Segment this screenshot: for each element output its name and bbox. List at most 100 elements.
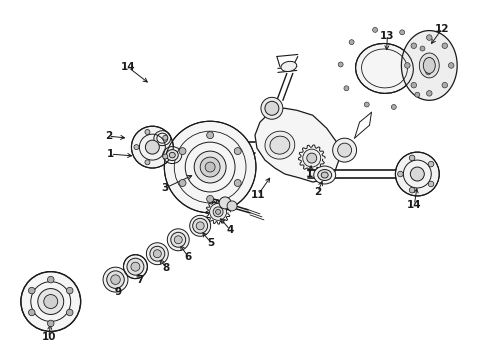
- Circle shape: [338, 143, 352, 157]
- Ellipse shape: [169, 152, 175, 158]
- Circle shape: [409, 187, 415, 193]
- Ellipse shape: [265, 131, 295, 159]
- Circle shape: [333, 138, 357, 162]
- Circle shape: [265, 101, 279, 115]
- Circle shape: [163, 135, 168, 140]
- Text: 9: 9: [115, 287, 122, 297]
- Text: 4: 4: [226, 225, 234, 235]
- Circle shape: [167, 229, 189, 251]
- Polygon shape: [401, 31, 457, 100]
- Circle shape: [411, 43, 416, 49]
- Circle shape: [103, 267, 128, 292]
- Text: 12: 12: [435, 24, 449, 33]
- Circle shape: [67, 309, 73, 316]
- Ellipse shape: [321, 172, 328, 178]
- Ellipse shape: [419, 53, 439, 78]
- Text: 10: 10: [42, 332, 56, 342]
- Text: 6: 6: [185, 252, 192, 262]
- Circle shape: [349, 40, 354, 45]
- Circle shape: [145, 130, 150, 134]
- Circle shape: [207, 195, 214, 202]
- Circle shape: [38, 289, 64, 315]
- Circle shape: [190, 215, 211, 236]
- Circle shape: [234, 148, 241, 154]
- Text: 5: 5: [207, 238, 215, 248]
- Ellipse shape: [356, 44, 414, 93]
- Circle shape: [303, 149, 321, 167]
- Ellipse shape: [166, 150, 178, 161]
- Circle shape: [395, 152, 439, 196]
- Text: 11: 11: [251, 190, 265, 200]
- Circle shape: [219, 197, 231, 209]
- Circle shape: [48, 276, 54, 283]
- Ellipse shape: [281, 61, 297, 72]
- Circle shape: [426, 35, 432, 40]
- Ellipse shape: [163, 147, 182, 163]
- Circle shape: [131, 126, 173, 168]
- Circle shape: [405, 63, 410, 68]
- Ellipse shape: [314, 166, 336, 184]
- Text: 2: 2: [314, 187, 321, 197]
- Text: 8: 8: [163, 263, 170, 273]
- Circle shape: [28, 309, 35, 316]
- Circle shape: [344, 86, 349, 91]
- Circle shape: [442, 43, 447, 49]
- Circle shape: [134, 145, 139, 150]
- Circle shape: [442, 82, 447, 88]
- Circle shape: [448, 63, 454, 68]
- Circle shape: [163, 154, 168, 159]
- Circle shape: [364, 102, 369, 107]
- Circle shape: [372, 27, 378, 32]
- Circle shape: [123, 255, 147, 279]
- Ellipse shape: [423, 58, 435, 73]
- Circle shape: [127, 258, 144, 275]
- Circle shape: [193, 219, 208, 233]
- Circle shape: [410, 167, 424, 181]
- Circle shape: [400, 30, 405, 35]
- Circle shape: [164, 121, 256, 213]
- Circle shape: [146, 140, 159, 154]
- Circle shape: [409, 155, 415, 161]
- Ellipse shape: [318, 170, 332, 180]
- Circle shape: [179, 180, 186, 186]
- Circle shape: [21, 272, 81, 332]
- Circle shape: [426, 91, 432, 96]
- Circle shape: [111, 275, 120, 284]
- Circle shape: [420, 46, 425, 51]
- Circle shape: [131, 262, 140, 271]
- Circle shape: [210, 203, 226, 220]
- Text: 3: 3: [162, 183, 169, 193]
- Circle shape: [397, 171, 403, 177]
- Circle shape: [194, 151, 226, 183]
- Circle shape: [415, 92, 420, 97]
- Circle shape: [174, 236, 182, 244]
- Polygon shape: [255, 108, 340, 182]
- Circle shape: [150, 246, 165, 261]
- Circle shape: [67, 287, 73, 294]
- Circle shape: [179, 148, 186, 154]
- Circle shape: [428, 161, 434, 167]
- Circle shape: [411, 82, 416, 88]
- Text: 1: 1: [107, 149, 114, 159]
- Text: 13: 13: [380, 31, 395, 41]
- Circle shape: [196, 222, 204, 230]
- Circle shape: [213, 207, 223, 217]
- Circle shape: [171, 232, 186, 247]
- Circle shape: [428, 181, 434, 187]
- Circle shape: [261, 97, 283, 119]
- Circle shape: [234, 180, 241, 186]
- Circle shape: [147, 243, 168, 265]
- Text: 14: 14: [407, 200, 422, 210]
- Text: 14: 14: [121, 62, 136, 72]
- Circle shape: [48, 320, 54, 327]
- Text: 7: 7: [137, 275, 144, 285]
- Circle shape: [392, 104, 396, 109]
- Circle shape: [307, 153, 317, 163]
- Circle shape: [205, 162, 215, 172]
- Circle shape: [200, 157, 220, 177]
- Circle shape: [227, 201, 237, 211]
- Circle shape: [338, 62, 343, 67]
- Circle shape: [28, 287, 35, 294]
- Circle shape: [145, 160, 150, 165]
- Circle shape: [107, 271, 124, 288]
